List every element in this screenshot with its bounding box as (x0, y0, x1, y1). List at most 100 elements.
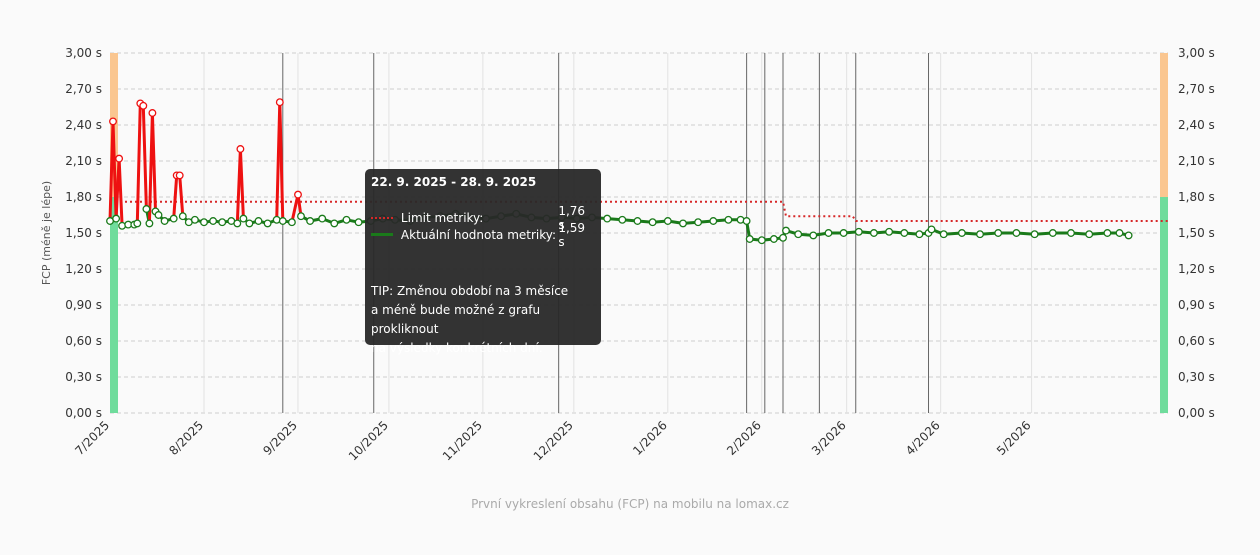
series-actual-point (145, 219, 154, 228)
series-actual-point (869, 229, 878, 237)
y-tick-label-left: 0,00 s (65, 406, 102, 420)
y-tick-label-left: 1,20 s (65, 262, 102, 276)
series-actual-point (330, 219, 339, 228)
series-actual-point (354, 218, 363, 227)
series-actual-point (175, 171, 184, 180)
y-tick-label-left: 2,70 s (65, 82, 102, 96)
y-tick-label-right: 0,90 s (1178, 298, 1215, 312)
series-actual-point (178, 212, 187, 221)
series-actual-point (139, 101, 148, 110)
series-actual-point (742, 217, 751, 225)
series-actual-point (239, 214, 248, 223)
y-tick-label-right: 1,50 s (1178, 226, 1215, 240)
series-actual-point (679, 219, 687, 228)
zone-bar-right (1160, 197, 1168, 413)
series-actual-point (112, 214, 121, 223)
series-actual-point (154, 211, 163, 219)
tooltip-limit-value: 1,76 s (558, 203, 586, 232)
series-actual-point (278, 217, 287, 225)
x-tick-label: 9/2025 (260, 418, 300, 458)
series-actual-point (1124, 231, 1133, 240)
series-actual-point (236, 145, 245, 153)
series-actual-point (618, 215, 627, 224)
series-actual-point (218, 218, 227, 227)
x-tick-label: 8/2025 (166, 418, 206, 458)
series-actual-point (757, 236, 766, 245)
series-actual-point (209, 217, 218, 225)
y-tick-label-right: 2,10 s (1178, 154, 1215, 168)
series-actual-point (939, 230, 948, 239)
series-actual-point (994, 229, 1003, 237)
series-actual-point (263, 219, 272, 228)
series-actual-point (779, 233, 787, 242)
y-tick-label-right: 1,80 s (1178, 190, 1215, 204)
series-actual-point (648, 218, 657, 227)
x-tick-label: 1/2026 (630, 418, 670, 458)
series-actual-segment (238, 147, 245, 221)
series-actual-point (115, 154, 124, 163)
y-tick-label-right: 0,60 s (1178, 334, 1215, 348)
series-actual-point (294, 190, 302, 199)
y-axis-title: FCP (méně je lépe) (40, 181, 53, 285)
series-actual-segment (117, 157, 124, 228)
zone-bar-left (110, 197, 118, 413)
series-actual-point (603, 214, 612, 223)
series-actual-point (1103, 229, 1112, 237)
y-tick-label-right: 0,30 s (1178, 370, 1215, 384)
series-actual-point (809, 231, 818, 240)
x-tick-label: 3/2026 (809, 418, 849, 458)
tooltip-actual-value: 1,59 s (558, 220, 586, 249)
series-actual-point (927, 225, 936, 234)
y-tick-label-left: 1,50 s (65, 226, 102, 240)
tooltip-actual-name: Aktuální hodnota metriky: (400, 227, 557, 242)
series-actual-point (976, 230, 984, 239)
series-actual-point (109, 117, 117, 126)
series-actual-point (287, 218, 296, 227)
y-tick-label-left: 2,10 s (65, 154, 102, 168)
y-tick-label-right: 1,20 s (1178, 262, 1215, 276)
series-actual-point (200, 218, 208, 227)
series-actual-point (769, 235, 778, 243)
series-actual-point (306, 217, 315, 225)
tooltip-tip-line: na výsledky konkrétních dní. (371, 341, 543, 355)
series-actual-point (694, 218, 703, 227)
series-actual-point (297, 212, 305, 221)
x-tick-label: 2/2026 (724, 418, 764, 458)
x-tick-label: 4/2026 (903, 418, 943, 458)
series-actual-segment (150, 111, 157, 213)
x-tick-label: 10/2025 (346, 418, 391, 463)
x-tick-label: 5/2026 (994, 418, 1034, 458)
y-tick-label-left: 3,00 s (65, 46, 102, 60)
y-tick-label-left: 2,40 s (65, 118, 102, 132)
y-tick-label-left: 0,90 s (65, 298, 102, 312)
series-actual-segment (290, 193, 300, 224)
x-tick-label: 12/2025 (531, 418, 576, 463)
series-actual-point (342, 215, 351, 224)
series-actual-point (169, 214, 178, 223)
x-tick-label: 7/2025 (72, 418, 112, 458)
series-actual-segment (135, 101, 142, 225)
series-actual-point (142, 205, 151, 213)
series-actual-point (254, 217, 263, 225)
tooltip-tip: TIP: Změnou období na 3 měsíce a méně bu… (371, 282, 595, 358)
series-actual-segment (141, 104, 148, 211)
tooltip-row-limit: Limit metriky: 1,76 s (371, 204, 595, 232)
chart-footer: První vykreslení obsahu (FCP) na mobilu … (471, 497, 789, 511)
tooltip-row-actual: Aktuální hodnota metriky: 1,59 s (371, 221, 595, 249)
series-actual-point (745, 235, 754, 243)
y-tick-label-right: 0,00 s (1178, 406, 1215, 420)
series-actual-point (794, 230, 803, 239)
series-actual-point (190, 215, 199, 224)
tooltip-limit-name: Limit metriky: (400, 210, 484, 225)
zone-bar-right (1160, 53, 1168, 197)
x-tick-label: 11/2025 (440, 418, 485, 463)
series-actual-point (854, 227, 863, 236)
series-actual-point (318, 214, 327, 223)
series-actual-point (957, 229, 966, 237)
series-actual-point (233, 219, 242, 228)
y-tick-label-left: 0,30 s (65, 370, 102, 384)
series-limit-line (110, 200, 1168, 222)
series-actual-point (900, 229, 909, 237)
series-actual-point (160, 217, 169, 225)
